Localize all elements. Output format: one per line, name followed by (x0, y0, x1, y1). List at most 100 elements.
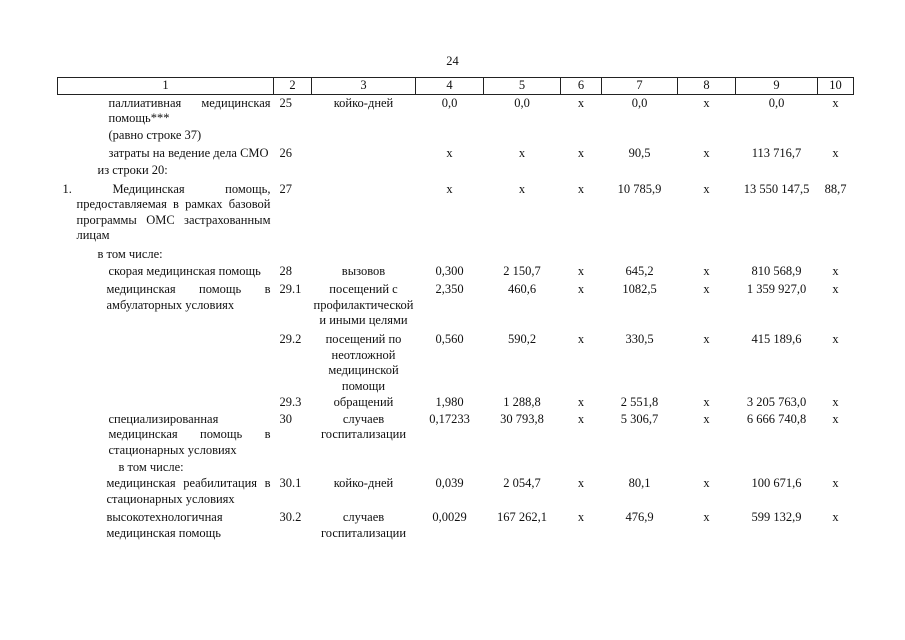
row-label: (равно строке 37) (108, 127, 202, 142)
cell (312, 244, 416, 263)
cell: 90,5 (628, 146, 651, 161)
cell: 2 054,7 (503, 476, 541, 491)
cell: 2,350 (435, 282, 464, 297)
cell: х (577, 510, 585, 525)
cell: 330,5 (625, 331, 654, 346)
cell: х (577, 263, 585, 278)
cell: койко-дней (333, 476, 394, 491)
cell: 29.1 (279, 282, 302, 297)
cell: х (703, 181, 710, 196)
cell: х (577, 181, 585, 196)
cell (736, 459, 818, 476)
cell: х (832, 476, 839, 491)
cell: 3 205 763,0 (746, 395, 807, 410)
cell (736, 244, 818, 263)
cell: 2 150,7 (503, 263, 541, 278)
cell: 460,6 (507, 282, 537, 297)
table-row: в том числе: (58, 459, 854, 476)
row-label: высокотехнологичная медицинская помощь (106, 510, 223, 541)
row-label: 1. Медицинская помощь, предоставляемая в… (62, 181, 271, 243)
cell (818, 459, 854, 476)
row-label: затраты на ведение дела СМО (108, 146, 269, 161)
row-label (58, 394, 274, 411)
cell: 27 (279, 181, 293, 196)
row-label: медицинская помощь в амбулаторных услови… (106, 282, 271, 312)
cell: х (832, 146, 839, 161)
cell: х (832, 395, 839, 410)
cell: 29.3 (279, 395, 302, 410)
cell (312, 459, 416, 476)
cell (678, 162, 736, 179)
cell: 0,17233 (429, 411, 470, 426)
cell: х (703, 263, 710, 278)
cell: 0,0029 (432, 510, 467, 525)
table-row: затраты на ведение дела СМО 26 х х х 90,5 х 113… (58, 143, 854, 162)
column-header: 10 (817, 77, 854, 95)
cell: х (703, 331, 710, 346)
table-row: (равно строке 37) (58, 127, 854, 144)
cell (818, 244, 854, 263)
cell (312, 143, 416, 162)
cell: 88,7 (824, 181, 847, 196)
cell: 100 671,6 (751, 476, 802, 491)
cell (561, 459, 602, 476)
cell (312, 162, 416, 179)
cell (602, 459, 678, 476)
cell (678, 459, 736, 476)
row-label: в том числе: (97, 246, 163, 261)
cell (416, 127, 484, 144)
cell: вызовов (341, 263, 386, 278)
cell: 30 (279, 411, 293, 426)
cell (678, 244, 736, 263)
table-row: 1. Медицинская помощь, предоставляемая в… (58, 179, 854, 244)
cell (736, 127, 818, 144)
column-header: 8 (677, 77, 736, 95)
column-header: 5 (483, 77, 561, 95)
cell: х (703, 282, 710, 297)
cell: х (446, 181, 453, 196)
cell (602, 127, 678, 144)
cell: 30 793,8 (500, 411, 544, 426)
cell: х (577, 282, 585, 297)
cell (818, 162, 854, 179)
cell: 0,0 (514, 95, 530, 110)
cell: 590,2 (507, 331, 537, 346)
cell: 0,0 (768, 95, 785, 110)
cell: х (832, 411, 839, 426)
cell: койко-дней (333, 95, 394, 110)
column-header: 1 (57, 77, 274, 95)
cell: х (703, 95, 710, 110)
cell: посещений по неотложной медицинской помо… (325, 331, 402, 393)
cell (416, 244, 484, 263)
table-row: высокотехнологичная медицинская помощь 30… (58, 507, 854, 541)
cell: 476,9 (625, 510, 654, 525)
cell: 5 306,7 (620, 411, 659, 426)
cell (602, 162, 678, 179)
cell (312, 179, 416, 244)
cell: 2 551,8 (620, 395, 659, 410)
cell: 1 359 927,0 (746, 282, 807, 297)
cell: случаев госпитализации (320, 510, 407, 541)
cell: 167 262,1 (497, 510, 547, 525)
cell: 645,2 (625, 263, 654, 278)
cell: х (832, 510, 839, 525)
row-label (58, 329, 274, 394)
cell: 0,0 (441, 95, 458, 110)
cell (561, 127, 602, 144)
cell: 0,560 (435, 331, 464, 346)
cell (312, 127, 416, 144)
row-label: в том числе: (118, 459, 184, 474)
cell: х (832, 282, 839, 297)
table-row: специализированная медицинская помощь в … (58, 411, 854, 459)
cell (561, 162, 602, 179)
cell (416, 162, 484, 179)
cell: случаев госпитализации (320, 411, 407, 442)
row-label: паллиативная медицинская помощь*** (108, 95, 271, 126)
cell: х (703, 411, 710, 426)
cell (484, 244, 561, 263)
column-header: 6 (560, 77, 602, 95)
table-row: скорая медицинская помощь 28 вызовов 0,300 2… (58, 263, 854, 280)
cell: 6 666 740,8 (746, 411, 807, 426)
column-header: 7 (601, 77, 678, 95)
